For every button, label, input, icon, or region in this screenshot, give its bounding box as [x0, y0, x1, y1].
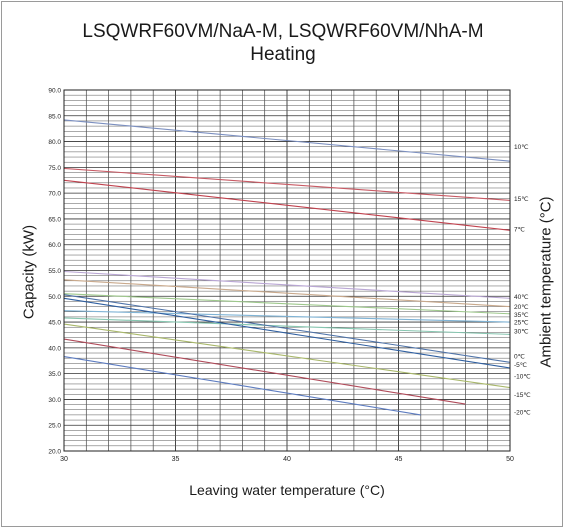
- series-label: 40℃: [514, 294, 529, 301]
- series-line: [63, 279, 511, 308]
- series-line: [63, 293, 511, 315]
- series-label: 7℃: [514, 227, 526, 234]
- axis-ticks: 20.0 25.0 30.0 35.0 40.0 45.0 50.0 55.0 60.0 65.0…: [48, 88, 514, 464]
- series-line: [63, 297, 511, 369]
- y-tick-label: 70.0: [48, 191, 61, 198]
- series-line: [63, 119, 511, 162]
- y-tick-label: 40.0: [48, 345, 61, 352]
- series-labels: 10℃ 15℃ 7℃ 40℃ 20℃35℃25℃30℃ 0℃-5℃ -10℃ -15℃ -20℃: [514, 144, 531, 416]
- series-label: -10℃: [514, 374, 531, 381]
- series-label: 35℃: [514, 312, 529, 319]
- series-line: [63, 167, 511, 201]
- series-line: [63, 294, 511, 363]
- y-tick-label: 85.0: [48, 113, 61, 120]
- series-line: [63, 310, 511, 323]
- series-line: [63, 317, 511, 335]
- y-tick-label: 25.0: [48, 423, 61, 430]
- series-line: [63, 356, 421, 416]
- y-tick-label: 75.0: [48, 165, 61, 172]
- y-tick-label: 30.0: [48, 397, 61, 404]
- series-label: -5℃: [514, 362, 528, 369]
- x-tick-label: 35: [172, 456, 180, 463]
- y-tick-label: 50.0: [48, 294, 61, 301]
- y-tick-label: 90.0: [48, 88, 61, 95]
- series-line: [63, 270, 511, 299]
- chart-title: LSQWRF60VM/NaA-M, LSQWRF60VM/NhA-M: [82, 21, 484, 42]
- x-tick-label: 45: [395, 456, 403, 463]
- series-label: 15℃: [514, 196, 529, 203]
- y-tick-label: 60.0: [48, 242, 61, 249]
- x-tick-label: 40: [283, 456, 291, 463]
- x-axis-label: Leaving water temperature (°C): [189, 482, 385, 498]
- y-tick-label: 65.0: [48, 216, 61, 223]
- y-tick-label: 45.0: [48, 320, 61, 327]
- series-label: 25℃: [514, 320, 529, 327]
- series-label: 0℃: [514, 354, 526, 361]
- y-tick-label: 35.0: [48, 371, 61, 378]
- series-label: 20℃: [514, 304, 529, 311]
- series-line: [63, 338, 466, 405]
- y-tick-label: 20.0: [48, 449, 61, 456]
- series-lines: [63, 119, 511, 416]
- y-tick-label: 55.0: [48, 268, 61, 275]
- series-line: [63, 179, 511, 231]
- series-label: -15℃: [514, 392, 531, 399]
- series-label: -20℃: [514, 409, 531, 416]
- chart-subtitle: Heating: [250, 44, 316, 65]
- grid-lines: [63, 89, 511, 452]
- series-line: [63, 323, 511, 389]
- plot-area-border: [63, 89, 511, 452]
- x-tick-label: 50: [506, 456, 514, 463]
- series-label: 10℃: [514, 144, 529, 151]
- x-tick-label: 30: [60, 456, 68, 463]
- y-tick-label: 80.0: [48, 139, 61, 146]
- series-label: 30℃: [514, 328, 529, 335]
